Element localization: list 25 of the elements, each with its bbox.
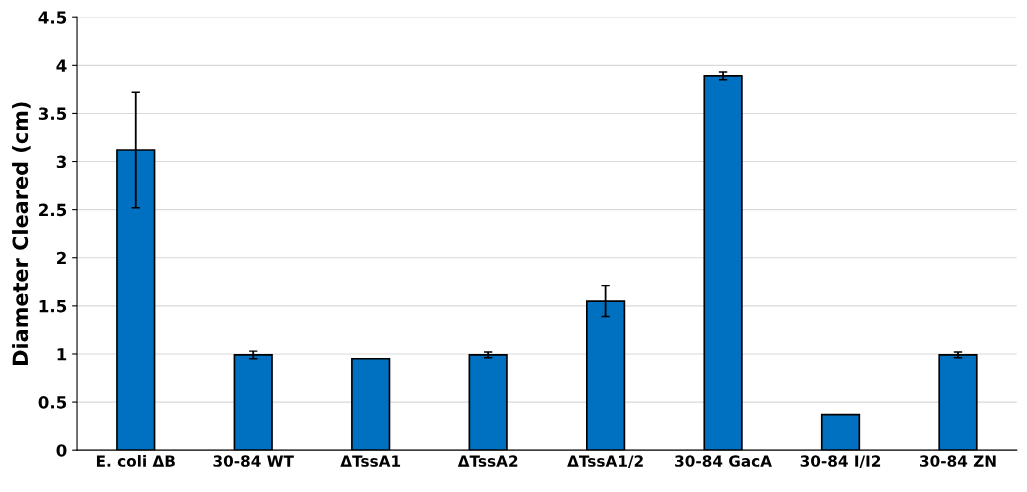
y-tick-label: 3.5 [38, 107, 67, 120]
y-tick-label: 0 [56, 444, 67, 457]
y-tick-label: 1.5 [39, 300, 67, 313]
x-tick-label: 30-84 I/I2 [800, 455, 881, 469]
y-tick-label: 3 [56, 155, 66, 169]
bar [468, 354, 508, 451]
bar [351, 357, 391, 451]
y-tick-label: 4 [56, 59, 67, 72]
x-tick-label: ΔTssA1 [340, 455, 401, 467]
x-tick-label: ΔTssA2 [457, 455, 518, 467]
y-tick-label: 1 [57, 348, 67, 361]
x-tick-label: 30-84 ZN [920, 455, 996, 467]
x-tick-label: 30-84 WT [213, 455, 294, 467]
y-tick-label: 0.5 [38, 396, 67, 409]
y-tick-label: 4.5 [38, 11, 67, 24]
x-tick-label: 30-84 GacA [675, 455, 772, 467]
bar [938, 354, 978, 451]
x-tick-label: E. coli ΔB [96, 455, 175, 467]
x-tick-label: ΔTssA1/2 [567, 455, 643, 469]
bar [820, 413, 861, 451]
bar [703, 75, 743, 451]
y-tick-label: 2 [57, 251, 66, 265]
y-axis-title: Diameter Cleared (cm) [12, 102, 31, 365]
bar [233, 354, 273, 451]
y-tick-label: 2.5 [39, 203, 67, 217]
